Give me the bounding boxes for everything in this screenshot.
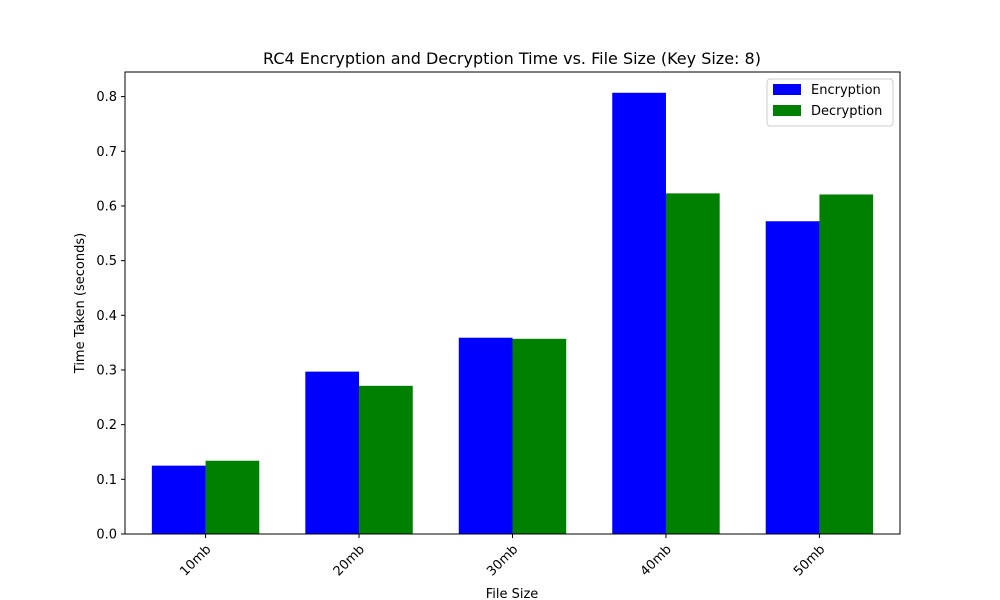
bar-encryption-30mb [458, 337, 513, 534]
legend-swatch-decryption [773, 105, 801, 116]
x-tick-label-20mb: 20mb [331, 542, 368, 579]
chart-title: RC4 Encryption and Decryption Time vs. F… [263, 49, 761, 68]
y-axis-ticks: 0.0 0.1 0.2 0.3 0.4 0.5 0.6 0.7 0.8 [96, 90, 125, 543]
bar-encryption-40mb [612, 92, 666, 534]
legend-label-decryption: Decryption [811, 104, 882, 119]
bar-decryption-40mb [665, 193, 720, 535]
y-tick-label: 0.6 [96, 199, 117, 214]
y-tick-label: 0.1 [96, 473, 117, 488]
x-tick-label-10mb: 10mb [177, 542, 214, 579]
bar-decryption-20mb [359, 385, 413, 534]
bar-decryption-50mb [819, 194, 874, 534]
y-tick-label: 0.3 [96, 363, 117, 378]
bar-encryption-10mb [151, 465, 206, 534]
x-tick-label-40mb: 40mb [638, 542, 675, 579]
bar-decryption-30mb [512, 338, 567, 534]
x-tick-label-50mb: 50mb [791, 542, 828, 579]
y-tick-label: 0.8 [96, 90, 117, 105]
legend-label-encryption: Encryption [811, 83, 881, 98]
plot-frame [124, 71, 901, 535]
bar-encryption-50mb [765, 221, 820, 534]
y-tick-label: 0.2 [96, 418, 117, 433]
y-tick-label: 0.5 [96, 254, 117, 269]
y-tick-label: 0.0 [96, 528, 117, 543]
bar-encryption-20mb [305, 371, 360, 534]
x-tick-label-30mb: 30mb [484, 542, 521, 579]
y-tick-label: 0.4 [96, 309, 117, 324]
y-tick-label: 0.7 [96, 145, 117, 160]
x-axis-ticks: 10mb 20mb 30mb 40mb 50mb [177, 534, 828, 579]
legend-swatch-encryption [773, 84, 801, 95]
bars-group [151, 92, 874, 535]
legend: Encryption Decryption [766, 78, 894, 127]
y-axis-label: Time Taken (seconds) [73, 233, 88, 374]
x-axis-label: File Size [486, 587, 539, 600]
bar-decryption-10mb [205, 460, 260, 534]
